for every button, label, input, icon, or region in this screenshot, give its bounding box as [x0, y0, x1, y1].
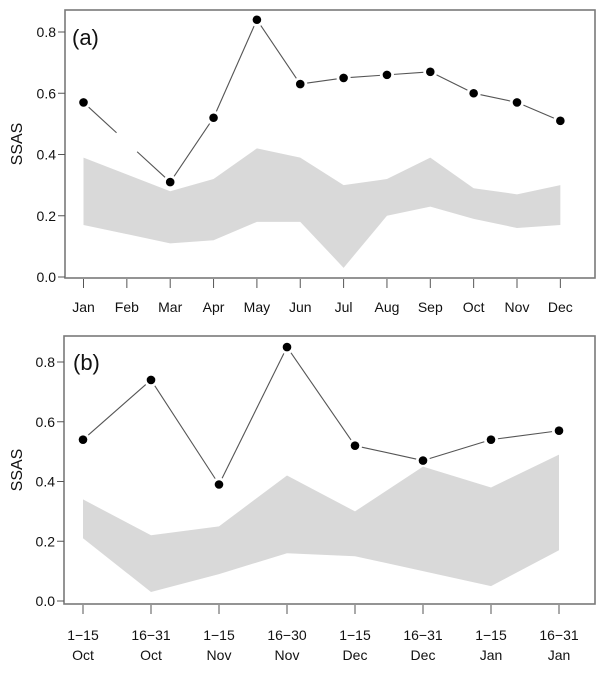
data-point [165, 177, 175, 187]
x-tick-label: Apr [203, 299, 225, 315]
x-tick-label: Dec [411, 647, 436, 663]
plot-frame [63, 335, 596, 605]
series-segment [154, 385, 216, 479]
series-segment [480, 94, 511, 102]
x-tick-label: 1−15 [339, 627, 371, 643]
x-tick-label: 1−15 [67, 627, 99, 643]
data-point [79, 98, 88, 107]
data-point [382, 70, 392, 80]
x-tick-label: 16−30 [267, 627, 307, 643]
data-point [339, 73, 348, 83]
data-point [252, 15, 262, 25]
data-point [469, 88, 478, 98]
series-segment [173, 123, 211, 177]
range-band [83, 454, 559, 593]
series-segment [260, 25, 297, 79]
x-tick-label: Jul [335, 299, 353, 315]
x-tick-label: Nov [207, 647, 232, 663]
y-tick-label: 0.0 [37, 269, 57, 285]
x-tick-label: 1−15 [475, 627, 507, 643]
x-tick-label: 16−31 [131, 627, 171, 643]
data-point [512, 98, 522, 107]
data-point [554, 426, 564, 436]
data-point [486, 435, 496, 444]
x-tick-label: Nov [275, 647, 300, 663]
y-tick-label: 0.8 [37, 24, 57, 40]
series-segment [393, 71, 424, 75]
y-tick-label: 0.8 [36, 354, 56, 370]
data-point [295, 79, 305, 89]
x-tick-label: Oct [140, 647, 162, 663]
series-segment [87, 384, 147, 436]
series-segment [307, 78, 337, 84]
series-segment [436, 74, 468, 91]
x-tick-label: Aug [374, 299, 399, 315]
x-tick-label: Nov [505, 299, 530, 315]
y-tick-label: 0.2 [37, 208, 57, 224]
data-point [209, 113, 218, 123]
series-segment [429, 441, 485, 460]
x-tick-label: Jun [289, 299, 312, 315]
panel-label: (a) [72, 25, 99, 50]
range-band [83, 148, 561, 268]
series-segment [497, 431, 553, 440]
series-segment [215, 25, 255, 112]
x-tick-label: Jan [480, 647, 503, 663]
data-point [214, 480, 224, 489]
y-axis-title: SSAS [9, 449, 26, 492]
x-tick-label: Mar [158, 299, 182, 315]
x-tick-label: 16−31 [403, 627, 443, 643]
series-segment [290, 352, 352, 441]
series-segment [136, 151, 166, 178]
series-segment [350, 74, 381, 78]
plot-frame [64, 9, 596, 279]
x-tick-label: Jan [548, 647, 571, 663]
data-point [556, 116, 565, 126]
series-segment [361, 446, 417, 460]
data-point [426, 67, 435, 77]
series-segment [221, 353, 285, 479]
x-tick-label: Oct [463, 299, 485, 315]
x-tick-label: 1−15 [203, 627, 235, 643]
data-point [350, 441, 360, 450]
y-tick-label: 0.4 [37, 147, 57, 163]
y-tick-label: 0.2 [36, 533, 56, 549]
series-segment [88, 106, 117, 134]
panel-label: (b) [73, 350, 100, 375]
panel-a: 0.0 0.2 0.4 0.6 0.8 Jan Feb Mar Apr May Jun Jul Aug S… [9, 9, 596, 315]
data-point [282, 342, 292, 352]
x-tick-label: Feb [115, 299, 139, 315]
data-point [418, 456, 428, 465]
data-point [146, 375, 156, 385]
x-tick-label: Dec [343, 647, 368, 663]
panel-b: 0.0 0.2 0.4 0.6 0.8 1−15 Oct 16−31 Oct 1−15 Nov 16−… [9, 335, 596, 663]
y-tick-label: 0.4 [36, 474, 56, 490]
x-tick-label: Dec [548, 299, 573, 315]
y-tick-label: 0.0 [36, 593, 56, 609]
y-tick-label: 0.6 [36, 414, 56, 430]
x-tick-label: Sep [418, 299, 443, 315]
y-tick-label: 0.6 [37, 85, 57, 101]
x-tick-label: May [244, 299, 270, 315]
y-axis-title: SSAS [9, 123, 26, 166]
x-tick-label: Oct [72, 647, 94, 663]
x-tick-label: Jan [72, 299, 95, 315]
x-tick-label: 16−31 [539, 627, 579, 643]
data-point [78, 435, 88, 444]
series-segment [523, 104, 555, 119]
